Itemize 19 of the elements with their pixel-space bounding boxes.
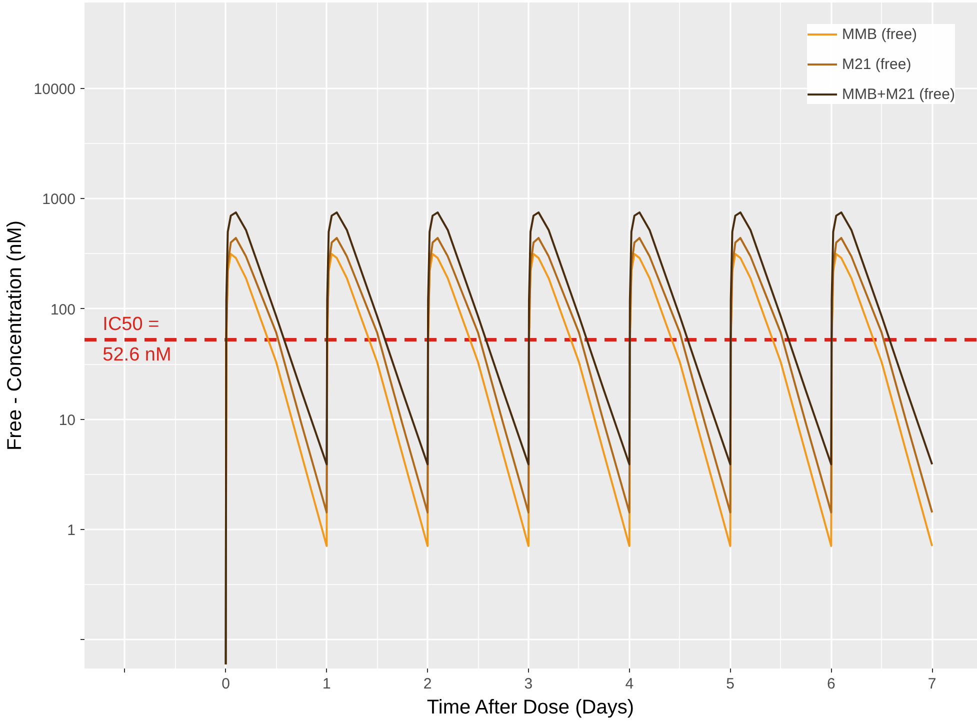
legend-label: M21 (free) [842, 56, 912, 72]
x-tick-label: 6 [827, 676, 836, 692]
x-tick-label: 5 [726, 676, 734, 692]
y-tick-label: 10000 [34, 80, 76, 98]
legend-label: MMB (free) [842, 26, 918, 42]
x-tick-label: 1 [322, 676, 331, 692]
x-tick-label: 2 [423, 676, 432, 692]
x-axis-title: Time After Dose (Days) [426, 696, 634, 718]
y-tick-label: 10 [58, 412, 76, 429]
x-tick-label: 7 [928, 676, 936, 692]
y-tick-label: 100 [50, 301, 76, 318]
x-tick-label: 4 [625, 676, 634, 692]
y-axis-title: Free - Concentration (nM) [4, 220, 26, 451]
y-tick-label: 1 [67, 522, 76, 540]
ref-line-label: IC50 = 52.6 nM [102, 314, 172, 366]
legend-label: MMB+M21 (free) [842, 86, 955, 102]
x-tick-label: 0 [222, 676, 230, 692]
y-tick-label: 1000 [42, 191, 76, 208]
x-tick-label: 3 [524, 676, 533, 692]
